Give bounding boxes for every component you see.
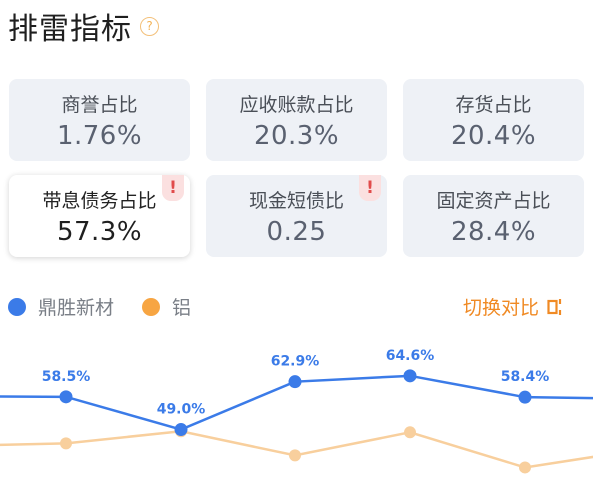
card-value: 20.3% <box>253 121 340 151</box>
trend-chart: 58.5% 49.0% 62.9% 64.6% 58.4% <box>0 348 593 474</box>
card-value: 1.76% <box>56 121 143 151</box>
card-value: 20.4% <box>450 121 537 151</box>
data-point[interactable] <box>60 437 72 450</box>
card-label: 存货占比 <box>455 94 532 116</box>
card-receivables-ratio[interactable]: 应收账款占比 20.3% <box>206 79 387 161</box>
card-label: 固定资产占比 <box>436 190 551 212</box>
card-fixed-assets-ratio[interactable]: 固定资产占比 28.4% <box>403 175 584 257</box>
switch-compare-label: 切换对比 <box>462 297 539 319</box>
speaker-icon <box>547 298 562 315</box>
card-interest-debt-ratio[interactable]: 带息债务占比 57.3% ! <box>9 175 190 257</box>
data-label: 64.6% <box>386 348 435 364</box>
help-icon[interactable]: ? <box>140 16 159 36</box>
data-point[interactable] <box>174 423 188 437</box>
card-label: 商誉占比 <box>61 94 138 116</box>
warning-icon: ! <box>359 175 381 201</box>
series-industry <box>0 425 593 474</box>
data-point[interactable] <box>288 375 302 389</box>
card-value: 0.25 <box>266 217 327 247</box>
data-label: 58.4% <box>501 369 550 385</box>
data-point[interactable] <box>404 426 416 439</box>
data-point[interactable] <box>403 369 417 383</box>
card-inventory-ratio[interactable]: 存货占比 20.4% <box>403 79 584 161</box>
legend-dot-icon <box>142 297 161 316</box>
legend-item-company[interactable]: 鼎胜新材 <box>8 293 114 320</box>
legend-item-industry[interactable]: 铝 <box>142 293 191 320</box>
data-label: 58.5% <box>42 369 91 385</box>
card-goodwill-ratio[interactable]: 商誉占比 1.76% <box>9 79 190 161</box>
page-title: 排雷指标 <box>8 12 132 47</box>
legend-label: 鼎胜新材 <box>38 297 115 319</box>
warning-icon: ! <box>162 175 184 201</box>
data-point[interactable] <box>518 390 532 404</box>
card-value: 28.4% <box>450 217 537 247</box>
legend-dot-icon <box>8 297 26 316</box>
series-company: 58.5% 49.0% 62.9% 64.6% 58.4% <box>0 348 593 437</box>
card-label: 现金短债比 <box>248 190 344 212</box>
card-value: 57.3% <box>56 217 143 247</box>
data-label: 49.0% <box>157 402 206 418</box>
data-point[interactable] <box>289 449 301 462</box>
card-label: 应收账款占比 <box>239 94 354 116</box>
chart-legend: 鼎胜新材 铝 <box>8 293 219 320</box>
switch-compare-button[interactable]: 切换对比 <box>463 293 565 320</box>
series-line <box>0 430 593 469</box>
data-point[interactable] <box>519 461 531 474</box>
data-label: 62.9% <box>271 354 320 370</box>
header: 排雷指标 ? <box>8 6 159 47</box>
card-label: 带息债务占比 <box>42 190 157 212</box>
card-cash-short-debt-ratio[interactable]: 现金短债比 0.25 ! <box>206 175 387 257</box>
legend-label: 铝 <box>172 297 192 319</box>
data-point[interactable] <box>59 390 73 404</box>
